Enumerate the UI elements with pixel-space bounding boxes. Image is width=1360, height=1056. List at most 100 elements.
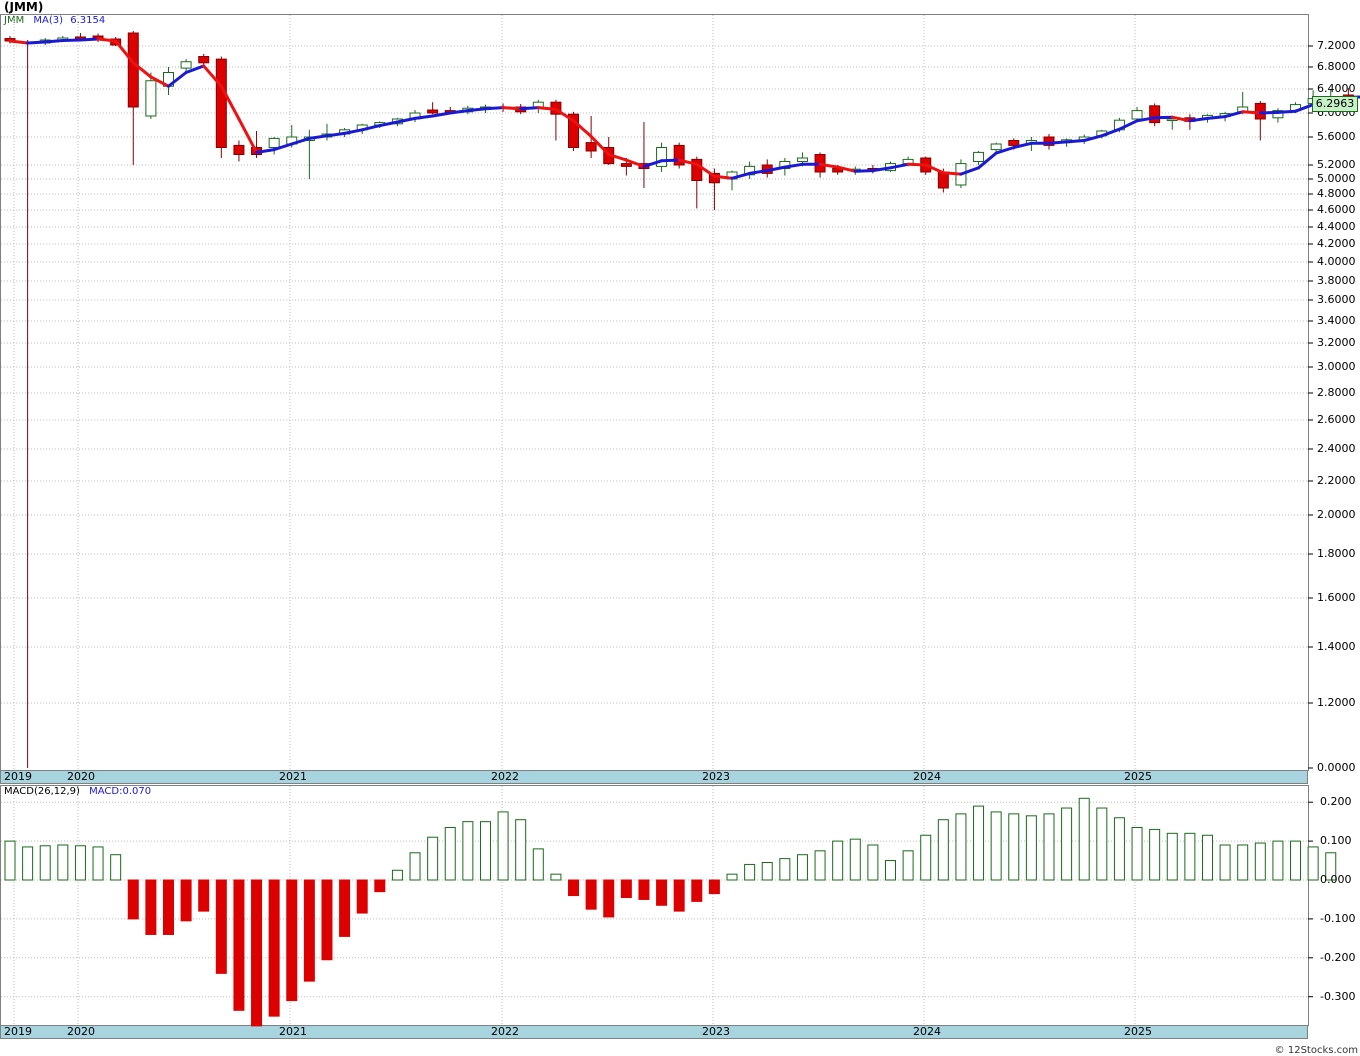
macd-bar bbox=[638, 879, 650, 900]
macd-bar bbox=[233, 879, 245, 1011]
ma-line-segment bbox=[466, 107, 487, 113]
site-credit: © 12Stocks.com bbox=[1274, 1045, 1358, 1056]
price-legend: JMM MA(3) 6.3154 bbox=[4, 15, 105, 26]
ma-line-segment bbox=[272, 142, 294, 152]
candle-body bbox=[673, 144, 685, 166]
ma-line-segment bbox=[1205, 115, 1227, 120]
ma-line-segment bbox=[1258, 110, 1280, 115]
ma-line-segment bbox=[483, 106, 505, 111]
macd-bar bbox=[321, 879, 333, 961]
macd-bar bbox=[1219, 844, 1231, 881]
ma-line-segment bbox=[730, 171, 752, 180]
ma-line-segment bbox=[219, 84, 241, 121]
ma-line-segment bbox=[977, 151, 998, 170]
candle-body bbox=[568, 113, 580, 148]
price-x-tick-label: 2023 bbox=[702, 770, 730, 783]
macd-bar bbox=[832, 840, 844, 881]
macd-bar bbox=[673, 879, 685, 912]
price-x-tick-label: 2024 bbox=[913, 770, 941, 783]
legend-symbol: JMM bbox=[4, 15, 25, 26]
candle-body bbox=[620, 163, 632, 167]
macd-bar bbox=[356, 879, 368, 914]
macd-bar bbox=[990, 811, 1002, 881]
legend-ma-label: MA(3) bbox=[33, 15, 64, 26]
macd-x-tick-label: 2023 bbox=[702, 1025, 730, 1038]
ma-line-segment bbox=[748, 169, 769, 175]
candle-body bbox=[268, 137, 280, 148]
macd-legend: MACD(26,12,9) MACD:0.070 bbox=[4, 786, 151, 797]
candle-body bbox=[233, 144, 245, 155]
ma-line-segment bbox=[448, 109, 470, 115]
ma-line-segment bbox=[1135, 116, 1157, 123]
ma-line-segment bbox=[1153, 115, 1174, 120]
ma-line-segment bbox=[906, 162, 928, 167]
ma-line-segment bbox=[395, 116, 417, 124]
candle-body bbox=[656, 147, 668, 167]
ma-line-segment bbox=[378, 120, 399, 128]
price-y-tick-label: 7.2000 bbox=[1317, 39, 1356, 52]
macd-bar bbox=[937, 819, 949, 881]
candle-body bbox=[796, 157, 808, 162]
ma-line-segment bbox=[26, 40, 47, 45]
price-y-tick-label: 5.0000 bbox=[1317, 172, 1356, 185]
ma-line-segment bbox=[994, 146, 1016, 155]
macd-x-tick-label: 2022 bbox=[491, 1025, 519, 1038]
price-y-tick-label: 4.6000 bbox=[1317, 203, 1356, 216]
ma-line-segment bbox=[959, 166, 981, 176]
macd-bar bbox=[568, 879, 580, 897]
ma-line-segment bbox=[871, 166, 892, 173]
price-y-tick-label: 1.6000 bbox=[1317, 591, 1356, 604]
macd-bar bbox=[479, 821, 491, 881]
price-y-tick-label: 4.8000 bbox=[1317, 187, 1356, 200]
ma-line-segment bbox=[712, 174, 734, 180]
ma-line-segment bbox=[889, 162, 910, 170]
candle-body bbox=[585, 142, 597, 152]
macd-bar bbox=[779, 858, 791, 881]
price-y-tick-label: 0.0000 bbox=[1317, 761, 1356, 774]
ma-line-segment bbox=[536, 106, 558, 111]
price-y-tick-label: 1.4000 bbox=[1317, 640, 1356, 653]
ma-line-segment bbox=[1241, 110, 1262, 115]
macd-bar bbox=[1201, 834, 1213, 881]
macd-x-axis: 2019 2020 2021 2022 2023 2024 2025 bbox=[0, 1025, 1308, 1039]
price-y-tick-label: 2.4000 bbox=[1317, 442, 1356, 455]
macd-bar bbox=[22, 846, 34, 881]
ma-line-segment bbox=[431, 111, 452, 118]
ma-line-segment bbox=[114, 39, 135, 65]
ma-line-segment bbox=[255, 148, 276, 154]
candle-body bbox=[1272, 110, 1284, 119]
macd-bar bbox=[180, 879, 192, 922]
macd-bar bbox=[4, 840, 16, 881]
ma-line-segment bbox=[836, 165, 857, 173]
price-y-tick-label: 4.4000 bbox=[1317, 220, 1356, 233]
macd-bar bbox=[427, 836, 439, 881]
macd-bar bbox=[849, 838, 861, 881]
legend-ma-value: 6.3154 bbox=[70, 15, 106, 26]
price-y-tick-label: 5.2000 bbox=[1317, 158, 1356, 171]
ma-line-segment bbox=[1012, 141, 1033, 149]
macd-bar bbox=[391, 869, 403, 881]
macd-bar bbox=[1272, 840, 1284, 881]
ma-line-segment bbox=[8, 39, 30, 45]
ma-line-segment bbox=[924, 163, 945, 175]
macd-bar bbox=[973, 805, 985, 881]
macd-bar bbox=[303, 879, 315, 982]
macd-x-tick-label: 2024 bbox=[913, 1025, 941, 1038]
ma-line-segment bbox=[325, 131, 347, 138]
macd-bar bbox=[920, 834, 932, 881]
macd-x-tick-label: 2020 bbox=[67, 1025, 95, 1038]
macd-bar bbox=[708, 879, 720, 895]
ma-line-segment bbox=[131, 61, 153, 79]
macd-bar bbox=[57, 844, 69, 881]
ma-line-segment bbox=[853, 169, 875, 173]
price-y-tick-label: 2.8000 bbox=[1317, 386, 1356, 399]
candle-body bbox=[1008, 140, 1020, 146]
ma-line-segment bbox=[695, 162, 716, 178]
macd-bar bbox=[444, 826, 456, 881]
macd-bar bbox=[691, 879, 703, 902]
macd-bar bbox=[1096, 807, 1108, 881]
candle-body bbox=[215, 58, 227, 148]
price-y-tick-label: 3.2000 bbox=[1317, 336, 1356, 349]
macd-bar bbox=[1149, 828, 1161, 881]
